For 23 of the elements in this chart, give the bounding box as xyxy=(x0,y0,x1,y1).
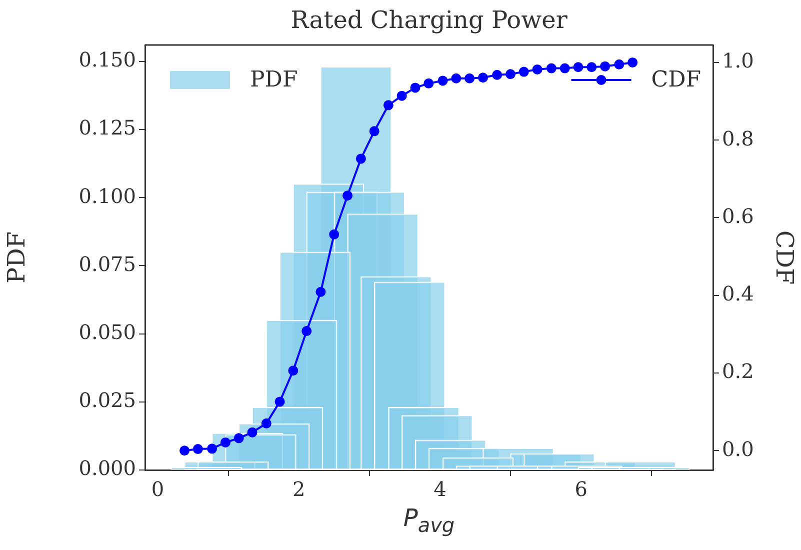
y2-tick-label: 0.4 xyxy=(722,282,754,306)
y-axis-title: PDF xyxy=(2,231,31,284)
y-tick-label: 0.125 xyxy=(78,116,136,140)
y2-axis-title: CDF xyxy=(770,230,798,285)
x-tick-label: 2 xyxy=(292,477,306,502)
y2-tick-label: 1.0 xyxy=(722,48,754,73)
y-tick-label: 0.100 xyxy=(78,184,136,208)
chart-title: Rated Charging Power xyxy=(290,6,568,34)
y-tick-label: 0.000 xyxy=(78,456,136,480)
y-tick-label: 0.025 xyxy=(78,388,136,412)
y-tick-label: 0.150 xyxy=(78,48,136,72)
x-tick-label: 6 xyxy=(574,477,588,502)
legend-label: CDF xyxy=(651,68,702,93)
y2-tick-label: 0.0 xyxy=(722,436,754,461)
y2-tick-label: 0.6 xyxy=(722,204,754,228)
y2-tick-label: 0.2 xyxy=(722,359,754,384)
x-tick-label: 0 xyxy=(151,477,164,502)
y2-tick-label: 0.8 xyxy=(722,126,754,150)
legend-label: PDF xyxy=(250,68,298,93)
x-tick-label: 4 xyxy=(434,477,446,502)
y-tick-label: 0.050 xyxy=(78,320,136,344)
y-tick-label: 0.075 xyxy=(78,252,136,276)
x-axis-title: P$_{avg}$ xyxy=(402,504,456,537)
